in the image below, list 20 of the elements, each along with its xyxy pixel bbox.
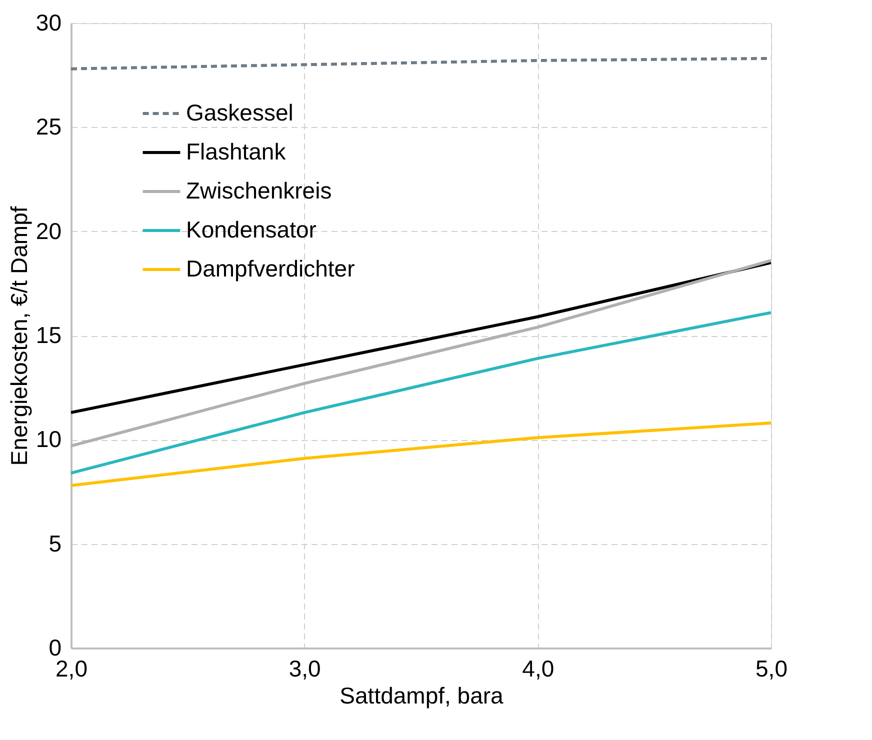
legend-label: Zwischenkreis [186,178,332,204]
x-tick-label: 4,0 [522,656,554,682]
y-tick-label: 20 [36,218,62,244]
legend-label: Flashtank [186,138,286,164]
line-series [71,259,771,448]
x-tick-label: 5,0 [756,656,788,682]
y-tick-label: 15 [36,322,62,348]
x-tick-label: 3,0 [288,656,321,682]
y-tick-label: 10 [36,426,62,452]
line-series [71,311,771,474]
legend-label: Kondensator [186,216,317,242]
line-series [71,261,771,414]
y-tick-label: 5 [48,530,62,556]
line-series [71,422,771,487]
legend-label: Gaskessel [186,100,294,126]
x-axis-title: Sattdampf, bara [340,682,504,708]
y-axis-title: Energiekosten, €/t Dampf [6,206,32,466]
legend-label: Dampfverdichter [186,256,356,282]
y-tick-label: 25 [36,114,62,140]
y-tick-label: 30 [36,10,62,36]
